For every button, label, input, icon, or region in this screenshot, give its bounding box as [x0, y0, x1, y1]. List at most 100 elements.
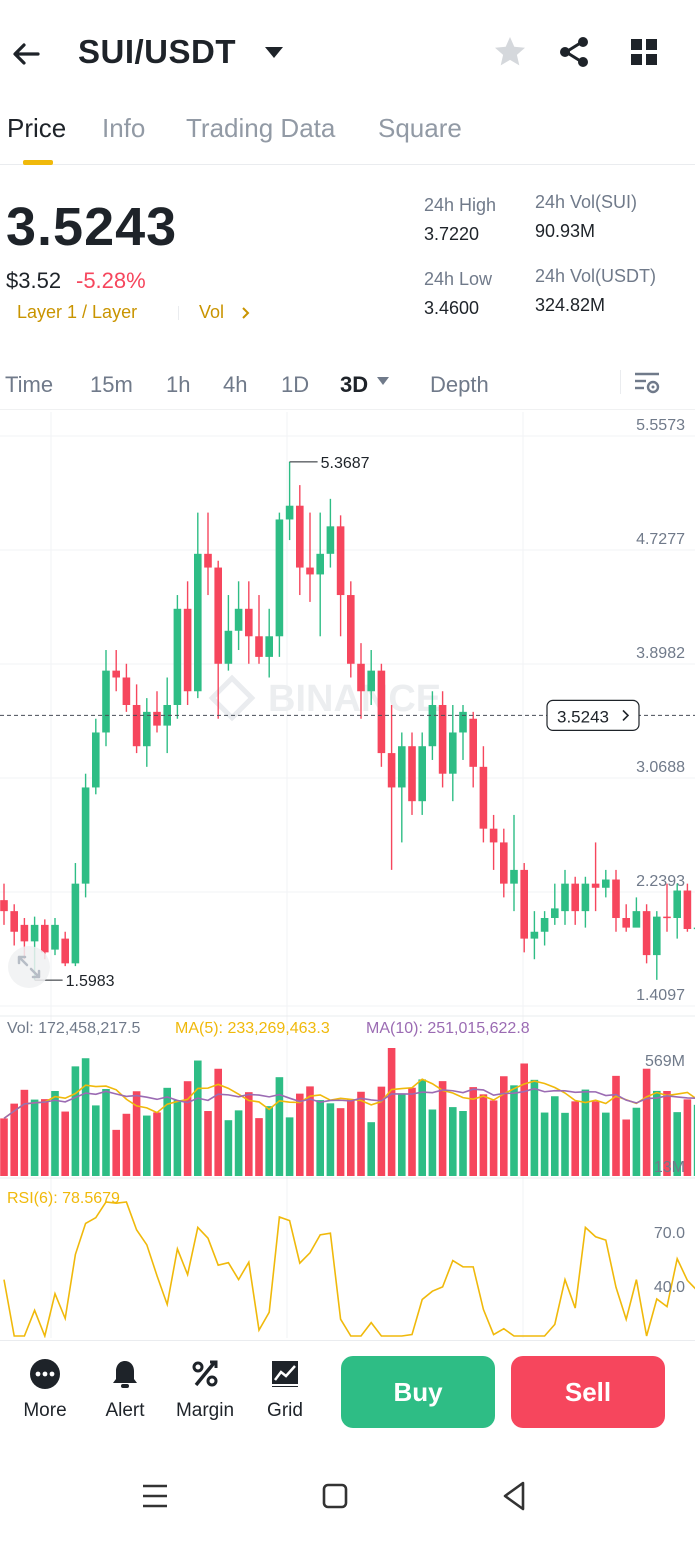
menu-icon[interactable]: [137, 1478, 173, 1514]
timeframe-1d[interactable]: 1D: [281, 372, 310, 397]
margin-button[interactable]: Margin: [165, 1358, 245, 1428]
category-tag[interactable]: Layer 1 / Layer: [17, 302, 138, 322]
low-value: 3.4600: [424, 298, 480, 318]
sell-button[interactable]: Sell: [511, 1356, 665, 1428]
volume-bar: [367, 1122, 375, 1176]
margin-label: Margin: [175, 1400, 235, 1421]
candle-body: [122, 677, 131, 705]
volume-bar: [275, 1077, 284, 1176]
rsi-polyline: [3, 1201, 695, 1338]
expand-chart-button[interactable]: [8, 946, 50, 988]
svg-text:BINANCE: BINANCE: [268, 678, 441, 720]
volume-bar: [316, 1100, 324, 1176]
candle-body: [194, 553, 202, 692]
chevron-right-icon: [622, 709, 630, 721]
candle-body: [377, 670, 386, 754]
candle-body: [591, 883, 600, 888]
volume-bar: [418, 1079, 426, 1176]
volume-bars: 569M 13M: [0, 1048, 695, 1176]
home-icon[interactable]: [317, 1478, 353, 1514]
candle-body: [265, 636, 273, 657]
candle-body: [398, 746, 406, 788]
caret-down-icon[interactable]: [376, 375, 390, 387]
timeframe-4h[interactable]: 4h: [223, 372, 248, 397]
price-axis-label: 1.4097: [636, 987, 685, 1004]
price-chart[interactable]: BINANCE 5.5573 4.7277 3.8982 3.0688 2.2393 1.…: [0, 412, 695, 1338]
star-icon[interactable]: [492, 34, 528, 70]
active-tab-indicator: [23, 160, 53, 165]
candle-body: [520, 869, 528, 939]
volume-bar: [622, 1119, 630, 1176]
volume-bar: [214, 1068, 222, 1176]
volume-bar: [285, 1117, 294, 1176]
volume-bar: [469, 1087, 477, 1176]
buy-button[interactable]: Buy: [341, 1356, 495, 1428]
timeframe-15m[interactable]: 15m: [90, 372, 133, 397]
volume-bar: [632, 1107, 641, 1176]
candle-body: [367, 670, 375, 692]
candle-body: [71, 883, 80, 964]
grid-trading-button[interactable]: Grid: [245, 1358, 325, 1428]
candle-body: [479, 766, 488, 829]
more-button[interactable]: More: [5, 1358, 85, 1428]
candle-body: [224, 630, 233, 664]
volume-bar: [500, 1076, 508, 1176]
candle-body: [245, 608, 253, 637]
candle-body: [163, 704, 171, 726]
candle-body: [275, 519, 284, 637]
low-label: 24h Low: [424, 269, 493, 289]
volume-bar: [653, 1090, 661, 1176]
price-axis-label: 5.5573: [636, 417, 685, 434]
bottom-action-bar: [0, 1340, 695, 1444]
caret-down-icon[interactable]: [263, 42, 285, 62]
volume-ma-lines: [3, 1078, 695, 1120]
back-arrow-icon[interactable]: [8, 36, 44, 72]
share-icon[interactable]: [556, 34, 592, 70]
tab-trading-data[interactable]: Trading Data: [186, 113, 336, 143]
timeframe-3d[interactable]: 3D: [340, 372, 369, 397]
pair-title[interactable]: SUI/USDT: [78, 33, 237, 70]
min-marker-label: 1.5983: [66, 973, 115, 990]
volume-bar: [398, 1094, 406, 1176]
volume-bar: [612, 1075, 620, 1176]
volume-bar: [0, 1118, 8, 1176]
volume-bar: [194, 1060, 202, 1176]
vol-link[interactable]: Vol: [199, 302, 253, 323]
grid-icon[interactable]: [628, 36, 660, 68]
candle-body: [41, 924, 49, 953]
candle-body: [612, 879, 620, 919]
volume-bar: [673, 1112, 681, 1176]
back-icon[interactable]: [496, 1478, 532, 1514]
timeframe-depth[interactable]: Depth: [430, 372, 489, 397]
volume-bar: [173, 1100, 182, 1176]
percent-icon: [192, 1360, 218, 1387]
candle-body: [683, 890, 692, 929]
volume-bar: [693, 1104, 695, 1176]
volume-bar: [71, 1066, 80, 1176]
price-change: -5.28%: [76, 268, 146, 293]
tab-square[interactable]: Square: [378, 113, 462, 143]
vol-link-label: Vol: [199, 302, 225, 322]
timeframe-bar: Time 15m 1h 4h 1D 3D Depth: [0, 360, 695, 410]
tag-divider: [178, 306, 179, 320]
volume-bar: [265, 1106, 273, 1176]
candle-body: [326, 526, 335, 554]
candle-body: [306, 567, 314, 575]
candle-body: [510, 869, 518, 884]
volume-bar: [438, 1081, 447, 1176]
timeframe-time[interactable]: Time: [5, 372, 54, 397]
tab-info[interactable]: Info: [102, 113, 146, 143]
timeframe-1h[interactable]: 1h: [166, 372, 191, 397]
candles: [0, 461, 695, 980]
price-axis-label: 4.7277: [636, 531, 685, 548]
chart-settings-icon[interactable]: [632, 368, 662, 398]
volume-bar: [489, 1100, 498, 1176]
volume-bar: [428, 1109, 437, 1176]
volume-bar: [683, 1099, 692, 1176]
volume-bar: [479, 1094, 488, 1176]
volume-bar: [143, 1115, 151, 1176]
tab-price[interactable]: Price: [7, 113, 67, 143]
alert-button[interactable]: Alert: [85, 1358, 165, 1428]
rsi-axis-40: 40.0: [654, 1279, 685, 1296]
ma10-line: [3, 1087, 695, 1120]
